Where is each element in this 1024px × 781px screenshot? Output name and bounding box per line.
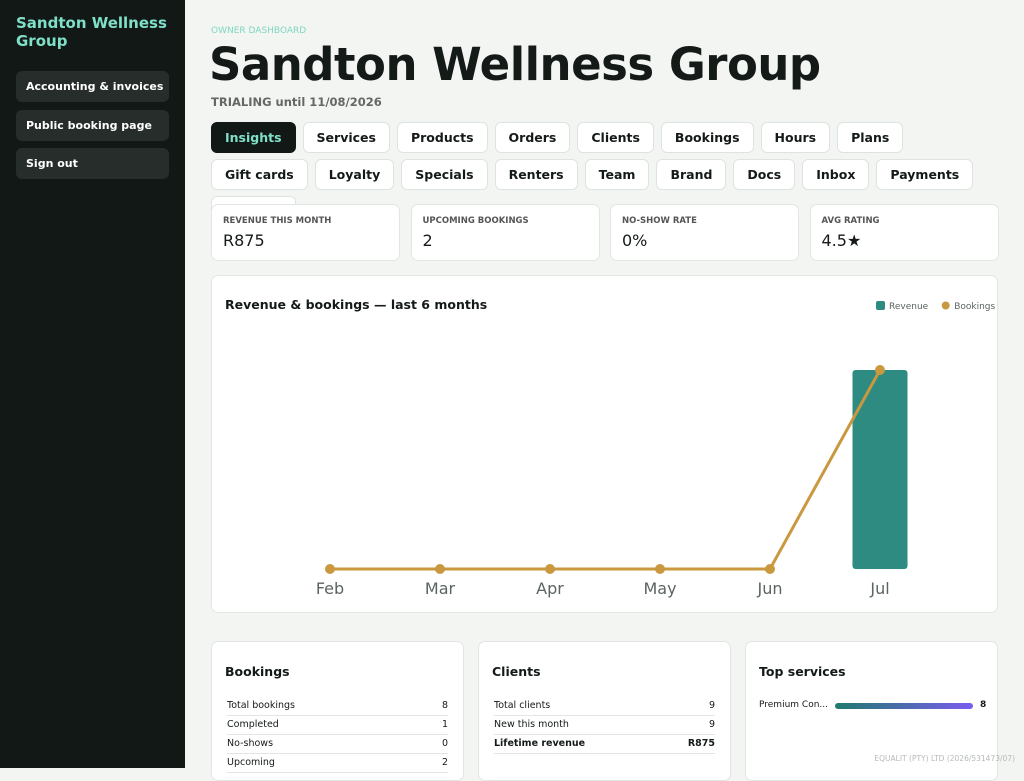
stat-card: NO-SHOW RATE 0% — [610, 204, 799, 261]
x-tick-label: Apr — [536, 579, 564, 598]
table-row: Total bookings 8 — [227, 696, 448, 716]
stat-value: 0% — [622, 231, 648, 250]
table-row: No-shows 0 — [227, 734, 448, 754]
legend-label: Bookings — [954, 302, 995, 312]
chart: Revenue & bookings — last 6 months Feb Mar… — [225, 297, 996, 598]
tab[interactable]: Products — [396, 122, 488, 153]
service-bar — [835, 703, 973, 709]
tab[interactable]: Plans — [837, 122, 904, 153]
x-tick-label: Jun — [757, 579, 783, 598]
tab[interactable]: Bookings — [660, 122, 754, 153]
table-row: Lifetime revenue R875 — [494, 734, 715, 754]
x-tick-label: Jul — [869, 579, 889, 598]
tab[interactable]: Payments — [876, 159, 974, 190]
row-label: New this month — [494, 719, 569, 730]
brand-title: Sandton Wellness Group — [16, 14, 167, 50]
x-tick-label: May — [643, 579, 676, 598]
panel-title: Bookings — [225, 664, 290, 679]
stat-value: 2 — [422, 231, 433, 250]
tab[interactable]: Orders — [494, 122, 571, 153]
tab[interactable]: Renters — [494, 159, 578, 190]
table-row: New this month 9 — [494, 715, 715, 735]
row-label: Total clients — [494, 700, 551, 711]
status: TRIALING until 11/08/2026 — [211, 95, 382, 109]
panel: Clients Total clients 9 New this month 9 Life… — [478, 641, 731, 781]
row-label: Completed — [227, 719, 279, 730]
tab[interactable]: Services — [302, 122, 390, 153]
x-tick-label: Feb — [316, 579, 344, 598]
tab[interactable]: Specials — [401, 159, 488, 190]
tab[interactable]: Gift cards — [211, 159, 308, 190]
stat-label: REVENUE THIS MONTH — [223, 216, 332, 226]
sidebar-link[interactable]: Accounting & invoices — [16, 71, 169, 102]
point — [655, 564, 665, 574]
stat-card: AVG RATING 4.5★ — [809, 204, 999, 261]
row-value: 8 — [441, 700, 448, 711]
panel-title: Top services — [759, 664, 846, 679]
point — [435, 564, 445, 574]
row-value: 9 — [708, 719, 715, 730]
table-row: Total clients 9 — [494, 696, 715, 716]
bar — [852, 370, 908, 569]
sidebar: Sandton Wellness Group Accounting & invo… — [0, 0, 185, 768]
tab[interactable]: Inbox — [802, 159, 870, 190]
point — [875, 365, 885, 375]
panel-title: Clients — [492, 664, 541, 679]
stat-card: UPCOMING BOOKINGS 2 — [410, 204, 600, 261]
sidebar-link[interactable]: Sign out — [16, 148, 169, 179]
chart-card: Revenue & bookings — last 6 months Feb Mar… — [211, 275, 998, 613]
panel: Top services Premium Con... 8 — [745, 641, 998, 781]
tab[interactable]: Insights — [211, 122, 296, 153]
row-value: R875 — [687, 738, 715, 749]
stat-value: R875 — [223, 231, 265, 250]
point — [545, 564, 555, 574]
service-value: 8 — [980, 700, 987, 710]
tab-bar: Insights Services Products Orders Clients Boo… — [211, 122, 998, 227]
point — [325, 564, 335, 574]
x-tick-label: Mar — [425, 579, 456, 598]
table-row: Upcoming 2 — [227, 753, 448, 773]
legend-label: Revenue — [889, 302, 929, 312]
tab[interactable]: Docs — [733, 159, 796, 190]
stat-value: 4.5★ — [821, 231, 862, 250]
stat-label: AVG RATING — [821, 216, 880, 226]
chart-title: Revenue & bookings — last 6 months — [225, 297, 487, 312]
row-label: Upcoming — [227, 757, 275, 768]
row-label: Lifetime revenue — [494, 738, 586, 749]
panel: Bookings Total bookings 8 Completed 1 No-show… — [211, 641, 464, 781]
row-value: 1 — [441, 719, 448, 730]
footer: EQUALIT (PTY) LTD (2026/531473/07) — [874, 754, 1015, 763]
stat-label: NO-SHOW RATE — [622, 216, 697, 226]
tab[interactable]: Hours — [760, 122, 831, 153]
eyebrow: OWNER DASHBOARD — [211, 26, 307, 36]
legend-swatch — [876, 301, 885, 310]
tab[interactable]: Loyalty — [314, 159, 395, 190]
stat-card: REVENUE THIS MONTH R875 — [211, 204, 400, 261]
row-value: 2 — [441, 757, 448, 768]
row-value: 9 — [708, 700, 715, 711]
service-name: Premium Con... — [759, 700, 828, 710]
legend-swatch — [941, 301, 950, 310]
point — [765, 564, 775, 574]
tab[interactable]: Clients — [577, 122, 654, 153]
tab[interactable]: Brand — [656, 159, 727, 190]
row-value: 0 — [441, 738, 448, 749]
page-title: Sandton Wellness Group — [209, 38, 821, 91]
table-row: Completed 1 — [227, 715, 448, 735]
tab[interactable]: Team — [584, 159, 650, 190]
row-label: Total bookings — [227, 700, 296, 711]
row-label: No-shows — [227, 738, 274, 749]
sidebar-link[interactable]: Public booking page — [16, 109, 169, 141]
stat-label: UPCOMING BOOKINGS — [422, 216, 529, 226]
line — [330, 369, 882, 571]
